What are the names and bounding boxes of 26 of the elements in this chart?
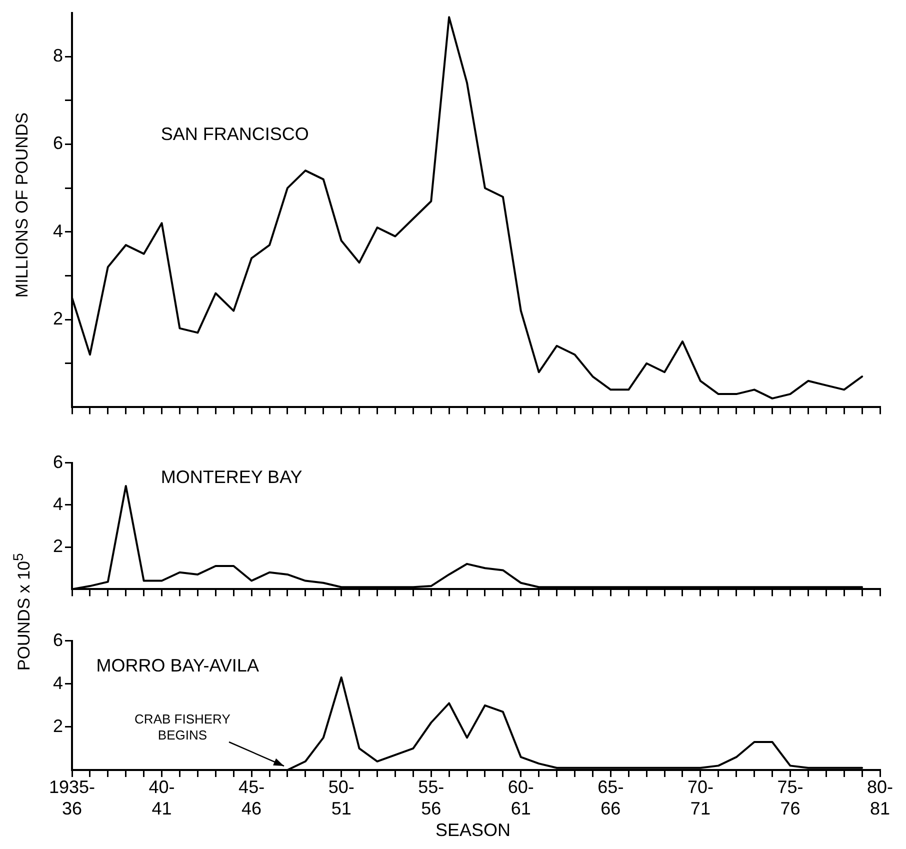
y-tick-label: 4 [52, 220, 63, 241]
x-tick-label: 40- 41 [148, 776, 175, 818]
x-axis-title: SEASON [434, 820, 512, 841]
y-tick-label: 2 [52, 308, 63, 329]
x-tick-label: 1935- 36 [48, 776, 96, 818]
y-tick-label: 8 [52, 46, 63, 66]
x-tick-label: 45- 46 [238, 776, 265, 818]
y-tick-label: 6 [52, 133, 63, 154]
x-tick-label: 70- 71 [687, 776, 714, 818]
y-tick-label: 2 [52, 536, 63, 556]
x-tick-label: 55- 56 [418, 776, 444, 818]
text: SAN FRANCISCO [160, 124, 309, 144]
y-tick-label: 6 [52, 630, 63, 650]
y-tick-label: 4 [52, 494, 63, 514]
text: MORRO BAY-AVILA [96, 656, 259, 676]
x-tick-label: 80- 81 [866, 776, 894, 818]
y-tick-label: 4 [52, 672, 63, 693]
x-tick-label: 75- 76 [777, 776, 804, 818]
chart-title: MONTEREY BAY [160, 466, 302, 487]
y-tick-label: 2 [52, 716, 63, 736]
y-axis-title: MILLIONS OF POUNDS [12, 112, 32, 298]
x-tick-label: 50- 51 [328, 776, 354, 818]
x-tick-label: 60- 61 [508, 776, 534, 818]
y-tick-label: 6 [52, 452, 63, 472]
x-tick-label: 65- 66 [598, 776, 624, 818]
annotation: CRAB FISHERY BEGINS [134, 712, 231, 743]
